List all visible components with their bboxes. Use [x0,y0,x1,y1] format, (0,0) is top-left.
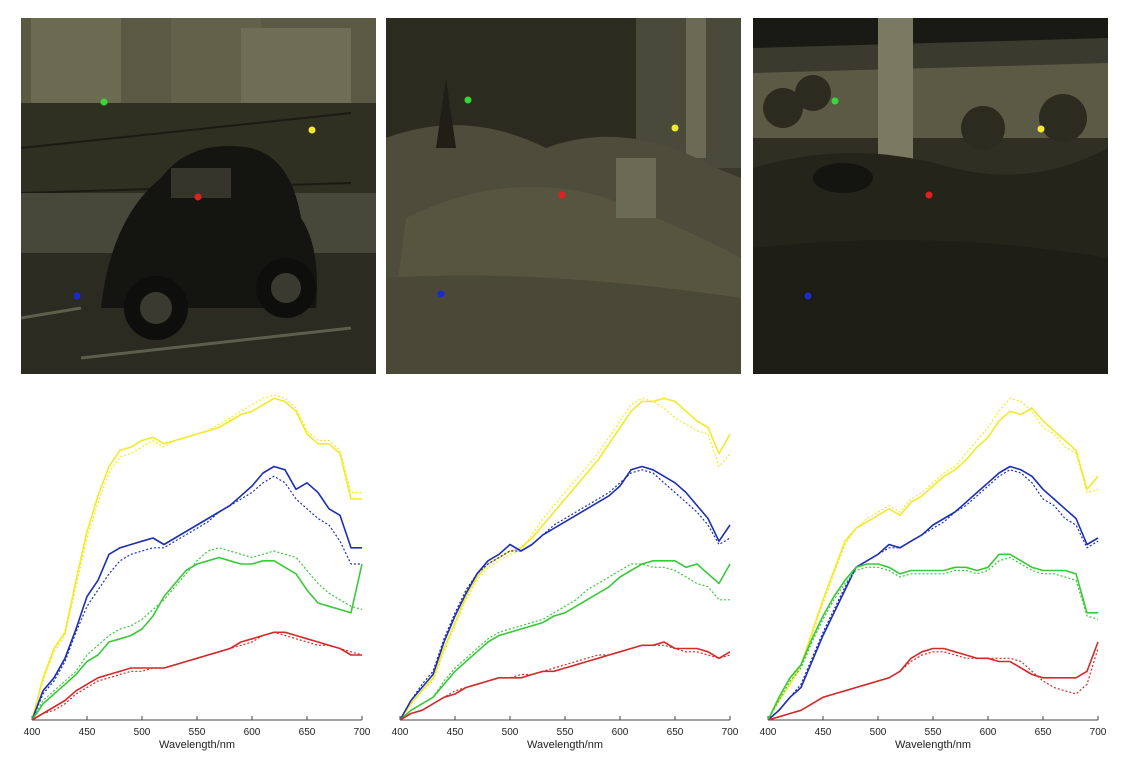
x-tick-label: 550 [557,727,574,738]
sample-points [437,96,679,298]
red-dotted-series-line [767,648,1099,721]
blue-solid-series-line [31,465,362,721]
x-tick-label: 550 [189,727,206,738]
x-axis-label: Wavelength/nm [895,739,971,751]
street-car-scene-drawing [21,18,376,374]
x-tick-label: 500 [870,727,887,738]
red-sample-point [925,191,933,199]
spectrum-chart-3: 400 450 500 550 600 650 700 Wavelength/nm [760,397,1106,751]
x-tick-label: 500 [502,727,519,738]
yellow-solid-series-line [767,407,1099,721]
blue-solid-series-line [767,465,1099,721]
sample-points [804,97,1045,300]
blue-sample-point [437,290,445,298]
x-tick-label: 400 [760,727,777,738]
blue-dotted-series-line [399,469,731,721]
x-tick-label: 400 [24,727,41,738]
green-sample-point [464,96,472,104]
x-tick-label: 700 [722,727,738,738]
x-tick-label: 450 [815,727,832,738]
yellow-solid-series-line [31,397,362,721]
green-solid-series-line [399,560,731,721]
green-solid-series-line [31,556,363,721]
red-solid-series-line [31,631,362,721]
yellow-dotted-series-line [767,397,1099,721]
green-dotted-series-line [767,556,1099,721]
red-dotted-series-line [399,644,731,721]
green-solid-series-line [767,553,1098,721]
x-axis-label: Wavelength/nm [527,739,603,751]
blue-dotted-series-line [31,475,362,721]
red-sample-point [558,191,566,199]
scene-image-street-car [21,18,376,374]
x-tick-label: 650 [667,727,684,738]
blue-dotted-series-line [767,469,1099,721]
x-tick-label: 700 [354,727,370,738]
blue-sample-point [73,292,81,300]
red-dotted-series-line [31,631,363,721]
yellow-dotted-series-line [31,394,362,721]
x-tick-label: 500 [134,727,151,738]
spectrum-chart-2: 400 450 500 550 600 650 700 Wavelength/nm [392,397,738,751]
x-tick-label: 450 [79,727,96,738]
green-sample-point [831,97,839,105]
green-dotted-series-line [31,547,363,721]
yellow-sample-point [1037,125,1045,133]
yellow-sample-point [308,126,316,134]
x-tick-label: 650 [1035,727,1052,738]
x-axis-label: Wavelength/nm [159,739,235,751]
scene-image-overpass [753,18,1108,374]
green-dotted-series-line [399,563,730,721]
blue-sample-point [804,292,812,300]
spectrum-chart-1: 400 450 500 550 600 650 700 Wavelength/nm [24,394,370,751]
x-tick-label: 450 [447,727,464,738]
green-sample-point [100,98,108,106]
red-sample-point [194,193,202,201]
x-tick-label: 700 [1090,727,1106,738]
x-tick-label: 400 [392,727,409,738]
x-tick-label: 550 [925,727,942,738]
blue-solid-series-line [399,465,731,721]
x-tick-label: 600 [980,727,997,738]
x-tick-label: 600 [612,727,629,738]
yellow-dotted-series-line [399,397,731,721]
scene-image-rubble [386,18,741,374]
x-tick-label: 650 [299,727,316,738]
red-solid-series-line [767,641,1099,721]
red-solid-series-line [399,641,731,721]
yellow-sample-point [671,124,679,132]
x-tick-label: 600 [244,727,261,738]
yellow-solid-series-line [399,397,731,721]
sample-points [73,98,316,300]
